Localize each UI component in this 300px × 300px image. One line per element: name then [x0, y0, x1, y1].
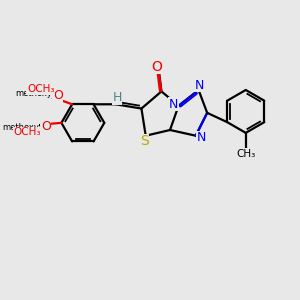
- Text: OCH₃: OCH₃: [27, 84, 55, 94]
- Text: O: O: [152, 60, 163, 74]
- Text: methoxy: methoxy: [16, 89, 52, 98]
- Text: S: S: [140, 134, 149, 148]
- Text: OCH₃: OCH₃: [14, 127, 41, 137]
- Text: N: N: [197, 131, 206, 145]
- Text: O: O: [53, 89, 63, 102]
- Text: methoxy: methoxy: [2, 124, 39, 133]
- Text: CH₃: CH₃: [236, 149, 255, 159]
- Text: N: N: [169, 98, 178, 111]
- Text: H: H: [112, 92, 122, 104]
- Text: N: N: [194, 79, 204, 92]
- Text: O: O: [41, 120, 51, 133]
